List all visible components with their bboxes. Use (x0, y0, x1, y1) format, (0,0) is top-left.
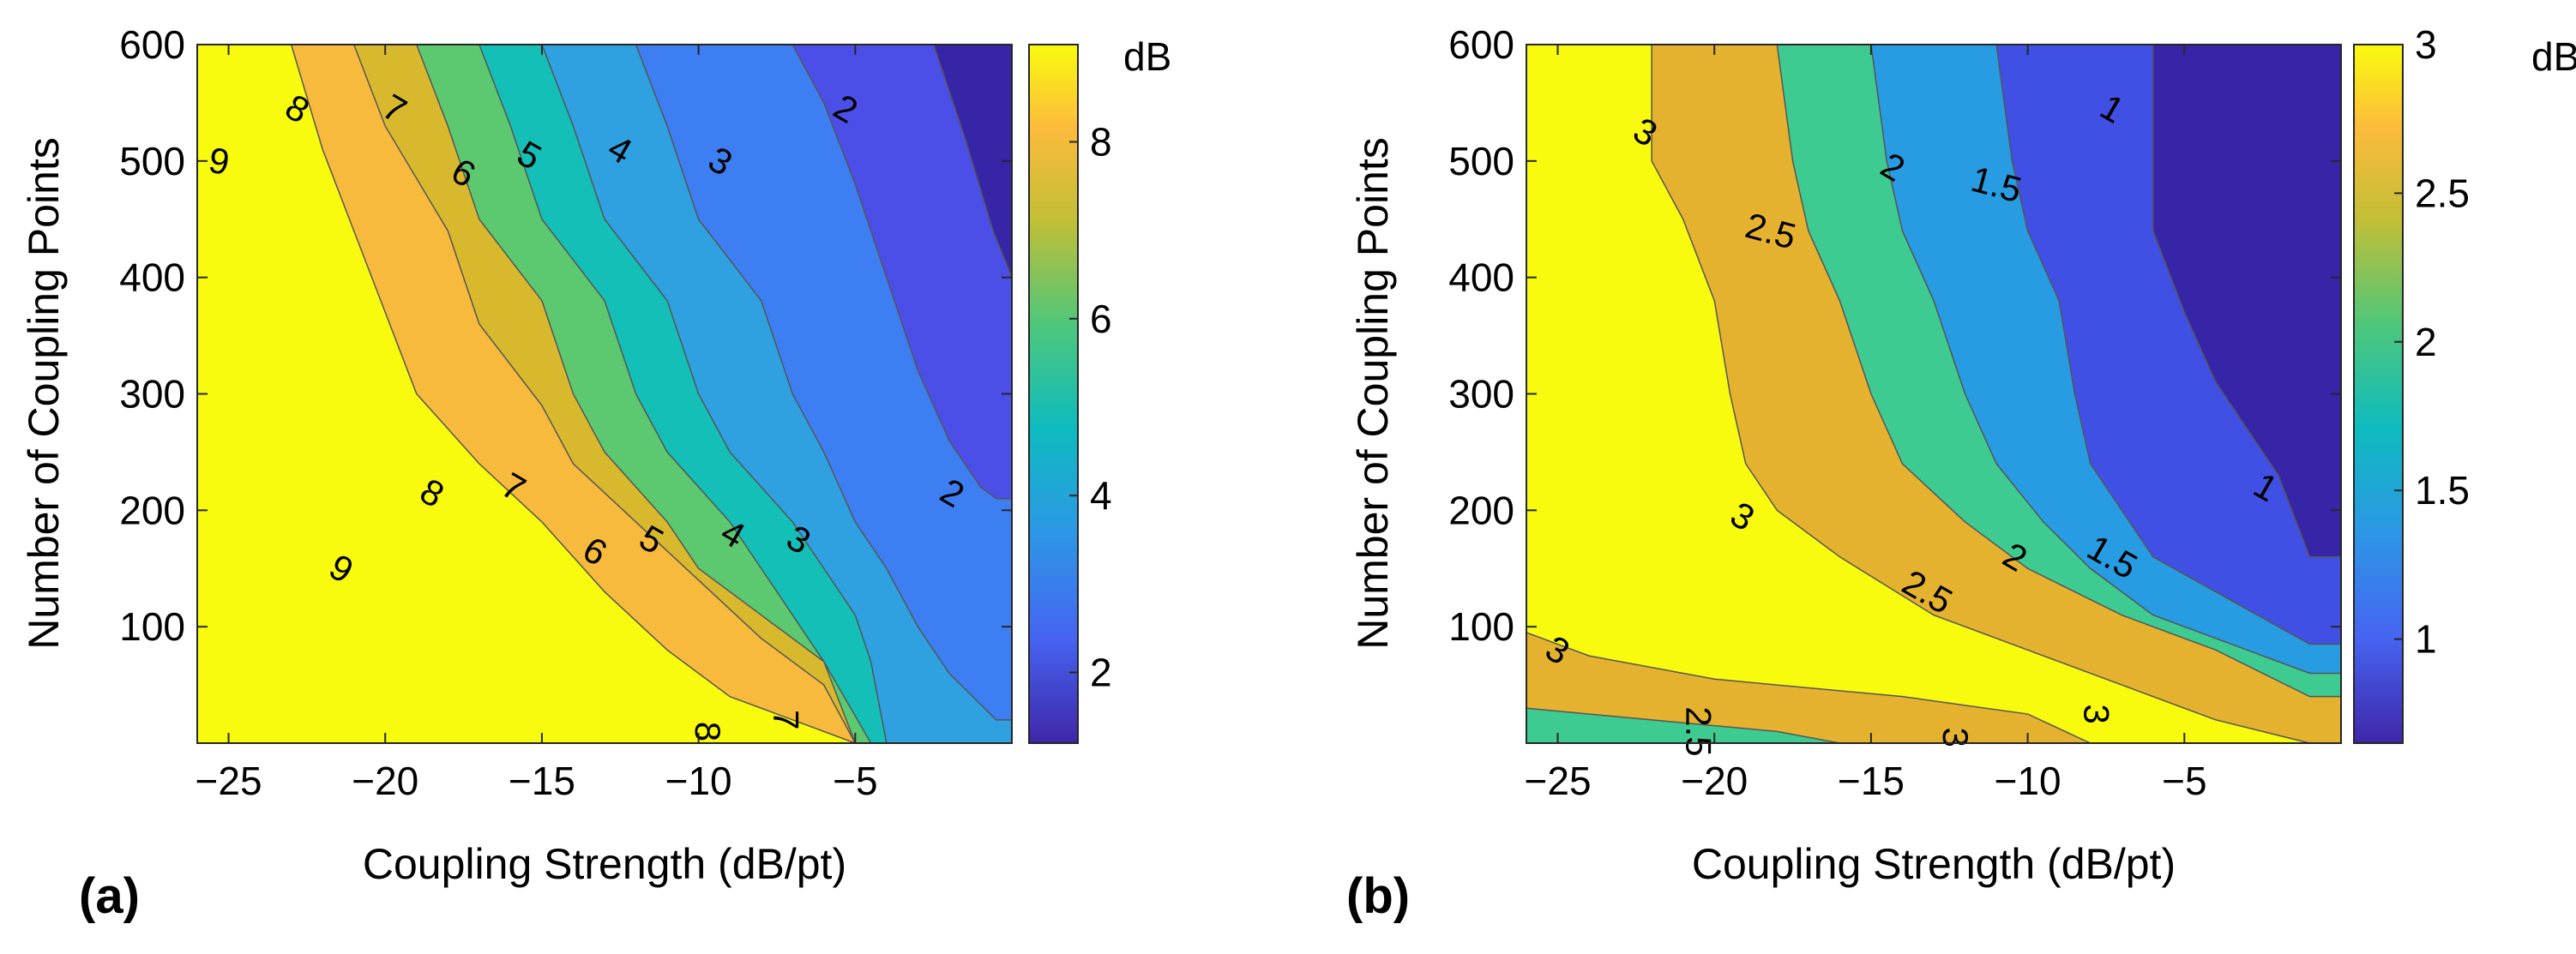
panel-b-axes: −25 −20 −15 −10 −5 100 200 300 400 500 600 (1448, 22, 2341, 803)
a-colorbar-tick-label: 6 (1090, 297, 1112, 341)
a-colorbar-tick-label: 2 (1090, 650, 1112, 694)
a-xtick-label: −10 (665, 759, 732, 803)
a-contour-label: 7 (766, 710, 806, 729)
a-contour-label: 8 (688, 722, 728, 741)
b-colorbar-tick-label: 3 (2415, 22, 2437, 67)
a-region-1 (932, 45, 1012, 278)
panel-a-axes: −25 −20 −15 −10 −5 100 200 300 400 500 600 (119, 22, 1012, 803)
panel-a-colorbar-label: dB (1123, 34, 1171, 79)
b-colorbar-tick-label: 2.5 (2415, 171, 2470, 215)
b-ytick-label: 400 (1448, 255, 1514, 300)
b-xtick-label: −25 (1525, 759, 1592, 803)
b-contour-label: 2.5 (1678, 706, 1718, 756)
a-region-2 (791, 45, 1012, 743)
b-region-bottom-2_5 (1526, 632, 2091, 743)
a-ytick-label: 600 (119, 22, 185, 67)
a-xtick-label: −15 (509, 759, 575, 803)
b-region-0_7 (2152, 45, 2341, 743)
a-xtick-label: −20 (352, 759, 418, 803)
b-xtick-label: −5 (2162, 759, 2206, 803)
panel-a-xlabel: Coupling Strength (dB/pt) (363, 840, 846, 888)
b-ytick-label: 300 (1448, 372, 1514, 417)
b-xtick-label: −15 (1838, 759, 1905, 803)
a-xtick-label: −5 (833, 759, 877, 803)
b-xtick-label: −10 (1995, 759, 2061, 803)
b-contour-label: 3 (1935, 728, 1976, 747)
b-colorbar-tick-label: 1.5 (2415, 468, 2470, 513)
a-ytick-label: 300 (119, 372, 185, 417)
b-ytick-label: 600 (1448, 22, 1514, 67)
a-ytick-label: 400 (119, 255, 185, 300)
panel-b-label: (b) (1346, 868, 1410, 924)
b-ytick-label: 100 (1448, 604, 1514, 649)
panel-a-contour-fill (197, 45, 1012, 743)
panel-a-colorbar: dB 2 4 6 8 (1028, 34, 1171, 744)
a-xtick-label: −25 (196, 759, 262, 803)
panel-b-colorbar-label: dB (2531, 34, 2576, 79)
panel-b-xlabel: Coupling Strength (dB/pt) (1692, 840, 2176, 888)
b-xtick-label: −20 (1681, 759, 1748, 803)
a-ytick-label: 500 (119, 139, 185, 183)
a-ytick-label: 200 (119, 488, 185, 532)
b-ytick-label: 200 (1448, 488, 1514, 532)
panel-a-label: (a) (79, 868, 140, 924)
b-ytick-label: 500 (1448, 139, 1514, 183)
panel-a-ylabel: Number of Coupling Points (20, 137, 68, 650)
b-colorbar-tick-label: 1 (2415, 617, 2437, 662)
b-region-bottom-2 (1526, 707, 1840, 743)
panel-b-colorbar: dB 1 1.5 2 2.5 3 (2353, 22, 2576, 744)
b-contour-label: 3 (2077, 704, 2117, 723)
a-colorbar-tick-label: 4 (1090, 473, 1112, 518)
panel-b-contour-fill (1526, 45, 2341, 743)
b-colorbar-tick-label: 2 (2415, 320, 2437, 364)
a-ytick-label: 100 (119, 604, 185, 649)
panel-b-ylabel: Number of Coupling Points (1349, 137, 1397, 650)
a-colorbar-tick-label: 8 (1090, 119, 1112, 164)
